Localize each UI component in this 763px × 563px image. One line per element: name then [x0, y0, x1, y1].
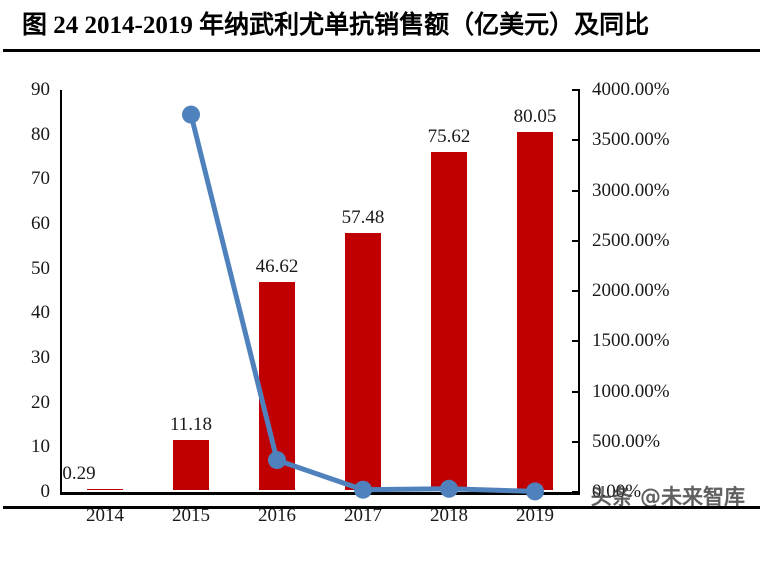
line-series-marker	[268, 451, 286, 470]
y-axis-right-tick-label: 4000.00%	[592, 79, 670, 100]
figure-header: 图 24 2014-2019 年纳武利尤单抗销售额（亿美元）及同比	[0, 0, 763, 52]
bar-data-label: 46.62	[255, 255, 299, 277]
chart-canvas: 0 10 20 30 40 50 60 70 80 90 0.00% 500.00% 1000.00%…	[0, 52, 763, 563]
y-axis-right-tick-mark	[572, 340, 580, 343]
y-axis-left-tick-label: 80	[31, 123, 50, 145]
y-axis-right-tick-label: 1500.00%	[592, 330, 670, 352]
y-axis-right-line	[578, 90, 580, 494]
x-axis-tick-label: 2019	[516, 505, 554, 526]
y-axis-right-tick-label: 2500.00%	[592, 229, 670, 251]
x-axis-tick-label: 2018	[430, 505, 468, 526]
y-axis-left-tick-label: 50	[31, 257, 50, 279]
bar	[517, 132, 553, 490]
y-axis-right-tick-label: 3000.00%	[592, 179, 670, 201]
y-axis-right-tick-label: 0.00%	[592, 481, 642, 502]
watermark-text: 头条 @未来智库	[590, 485, 745, 509]
y-axis-left-tick-label: 0	[40, 481, 51, 502]
bar	[173, 440, 209, 490]
y-axis-left-tick-label: 30	[31, 347, 50, 368]
bar-data-label: 75.62	[427, 126, 471, 148]
line-series-path	[188, 112, 538, 494]
y-axis-left-tick-label: 20	[31, 391, 50, 413]
page-title: 图 24 2014-2019 年纳武利尤单抗销售额（亿美元）及同比	[22, 12, 650, 39]
y-axis-right-tick-label: 500.00%	[592, 430, 661, 452]
y-axis-right-tick-label: 3500.00%	[592, 129, 670, 151]
x-axis-tick-label: 2016	[258, 505, 296, 526]
y-axis-left-tick-label: 70	[31, 168, 50, 190]
y-axis-left-tick-label: 10	[31, 436, 50, 458]
y-axis-right-tick-label: 2000.00%	[592, 280, 670, 301]
plot-area: 0 10 20 30 40 50 60 70 80 90 0.00% 500.00% 1000.00%…	[31, 80, 670, 525]
x-axis-tick-label: 2017	[344, 505, 382, 526]
x-axis-tick-label: 2014	[86, 505, 124, 526]
line-series-marker	[354, 480, 372, 499]
x-axis-tick-label: 2015	[172, 505, 210, 526]
y-axis-right-tick-mark	[572, 139, 580, 142]
bar	[87, 488, 123, 490]
bar-data-label: 80.05	[513, 106, 557, 128]
y-axis-left-tick-label: 40	[31, 302, 50, 324]
line-series-markers	[182, 105, 544, 501]
y-axis-left-tick-label: 90	[31, 79, 50, 100]
line-series-marker	[440, 479, 458, 498]
bar-data-label: 0.29	[62, 462, 96, 484]
bar	[431, 152, 467, 490]
y-axis-left-line	[60, 90, 62, 494]
bar-data-label: 57.48	[341, 207, 385, 229]
y-axis-right-tick-mark	[572, 189, 580, 192]
line-series-marker	[526, 482, 544, 501]
line-series-marker	[182, 105, 200, 124]
y-axis-right-tick-mark	[572, 390, 580, 393]
line-series	[182, 105, 544, 501]
y-axis-left-tick-label: 60	[31, 213, 50, 234]
footer-divider	[3, 506, 760, 509]
y-axis-right-tick-mark	[572, 440, 580, 443]
y-axis-right-tick-mark	[572, 290, 580, 292]
bar-data-label: 11.18	[169, 414, 213, 436]
y-axis-right-tick-label: 1000.00%	[592, 380, 670, 402]
y-axis-right-tick-mark	[572, 89, 580, 91]
x-axis-line	[60, 492, 580, 495]
y-axis-right-tick-mark	[572, 491, 580, 493]
header-divider	[3, 49, 760, 52]
bar	[345, 233, 381, 490]
y-axis-right-tick-mark	[572, 239, 580, 242]
